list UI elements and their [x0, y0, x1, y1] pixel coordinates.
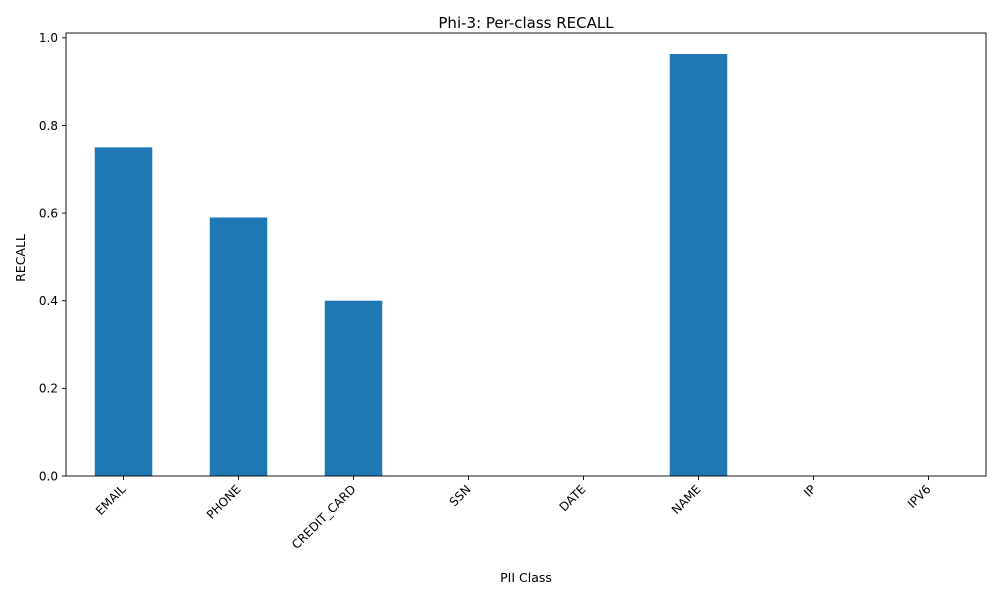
y-tick-label: 0.2	[39, 382, 58, 396]
y-tick-label: 0.6	[39, 206, 58, 220]
x-tick-label-credit-card: CREDIT_CARD	[289, 482, 359, 552]
y-tick-label: 0.4	[39, 294, 58, 308]
bar-phone	[209, 217, 268, 476]
y-tick-label: 0.8	[39, 119, 58, 133]
x-tick-label-ip: IP	[801, 482, 819, 500]
chart-title: Phi-3: Per-class RECALL	[438, 14, 614, 32]
y-ticks-group: 0.0 0.2 0.4 0.6 0.8 1.0	[39, 31, 66, 483]
y-tick-label: 1.0	[39, 31, 58, 45]
bars-group	[94, 54, 728, 476]
plot-frame	[65, 32, 987, 477]
y-axis-label: RECALL	[13, 234, 28, 282]
x-axis-label: PII Class	[500, 570, 552, 585]
x-tick-label-phone: PHONE	[204, 482, 244, 522]
x-ticks-group: EMAIL PHONE CREDIT_CARD SSN DATE NAME IP IPV6	[93, 476, 934, 552]
y-tick-label: 0.0	[39, 469, 58, 483]
x-tick-label-email: EMAIL	[93, 482, 129, 518]
bar-name	[669, 54, 728, 476]
x-tick-label-ssn: SSN	[447, 482, 474, 509]
x-tick-label-ipv6: IPV6	[905, 482, 934, 511]
x-tick-label-name: NAME	[669, 482, 704, 517]
bar-credit-card	[324, 300, 383, 476]
bar-email	[94, 147, 153, 476]
axes-group	[65, 32, 987, 477]
x-tick-label-date: DATE	[557, 482, 589, 514]
